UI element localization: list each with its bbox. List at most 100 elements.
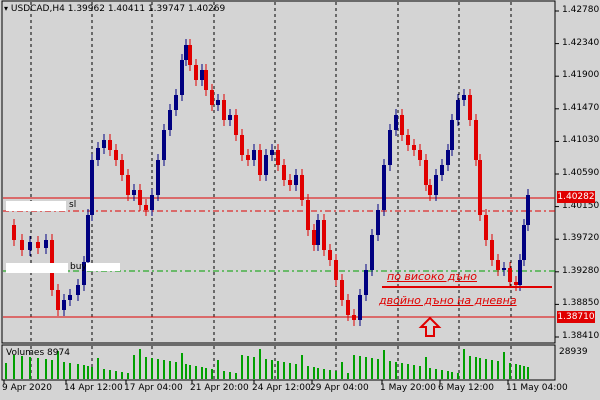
candles xyxy=(12,39,530,326)
price-tick-label: 1.42340 xyxy=(562,37,600,48)
candle-body xyxy=(200,70,204,80)
candle-body xyxy=(252,150,256,160)
candle-body xyxy=(114,150,118,160)
candle-body xyxy=(82,262,86,285)
up-arrow-icon xyxy=(418,316,442,337)
candle-body xyxy=(508,268,512,282)
candle-body xyxy=(456,100,460,120)
candle-body xyxy=(522,225,526,260)
candle-body xyxy=(502,268,506,270)
candle-body xyxy=(294,175,298,185)
candle-body xyxy=(204,70,208,90)
candle-body xyxy=(56,290,60,310)
candle-body xyxy=(282,165,286,180)
volume-label: Volumes 8974 xyxy=(6,348,70,358)
candle-body xyxy=(526,195,530,225)
buy-label[interactable]: buy xyxy=(70,262,87,272)
close-value: 1.40269 xyxy=(188,4,226,14)
candle-body xyxy=(394,115,398,130)
candle-body xyxy=(168,110,172,130)
candle-body xyxy=(424,160,428,185)
open-value: 1.39962 xyxy=(67,4,105,14)
candle-body xyxy=(76,285,80,295)
price-tick-label: 1.40150 xyxy=(562,200,600,211)
level-price-box: 1.38710 xyxy=(557,311,595,323)
candle-body xyxy=(108,140,112,150)
price-tick-label: 1.38850 xyxy=(562,298,600,309)
price-panel-border xyxy=(1,0,556,344)
candle-body xyxy=(184,45,188,60)
time-tick-label: 17 Apr 04:00 xyxy=(124,383,183,393)
candle-body xyxy=(132,190,136,195)
time-tick-label: 9 Apr 2020 xyxy=(2,383,52,393)
candle-body xyxy=(370,235,374,270)
candle-body xyxy=(36,242,40,248)
candle-body xyxy=(434,175,438,195)
candle-body xyxy=(28,242,32,250)
price-tick-label: 1.41030 xyxy=(562,135,600,146)
time-axis-ticks xyxy=(3,380,509,384)
redacted-box xyxy=(6,263,68,273)
candle-body xyxy=(96,148,100,160)
time-tick-label: 14 Apr 12:00 xyxy=(64,383,123,393)
volume-panel-border xyxy=(1,344,556,381)
candle-body xyxy=(240,135,244,155)
candle-body xyxy=(90,160,94,215)
candle-body xyxy=(388,130,392,165)
candle-body xyxy=(44,240,48,248)
candle-body xyxy=(174,95,178,110)
candle-body xyxy=(156,160,160,195)
candle-body xyxy=(194,65,198,80)
candle-body xyxy=(188,45,192,65)
price-tick-label: 1.38410 xyxy=(562,331,600,341)
candle-body xyxy=(496,260,500,270)
price-tick-label: 1.40590 xyxy=(562,168,600,178)
candle-body xyxy=(352,315,356,320)
redacted-box xyxy=(6,201,66,211)
candle-body xyxy=(474,120,478,160)
candle-body xyxy=(316,220,320,245)
candle-body xyxy=(144,205,148,210)
time-tick-label: 21 Apr 20:00 xyxy=(190,383,249,393)
candle-body xyxy=(68,295,72,300)
time-tick-label: 29 Apr 04:00 xyxy=(310,383,369,393)
candle-body xyxy=(450,120,454,150)
candle-body xyxy=(246,155,250,160)
candle-body xyxy=(358,295,362,320)
candle-body xyxy=(428,185,432,195)
volume-max-label: 28939 xyxy=(559,347,588,357)
candle-body xyxy=(382,165,386,210)
candle-body xyxy=(412,145,416,150)
candle-body xyxy=(62,300,66,310)
redacted-box xyxy=(86,263,120,271)
symbol-label: USDCAD,H4 xyxy=(10,4,65,14)
vertical-grid xyxy=(30,2,512,379)
candle-body xyxy=(340,280,344,300)
price-tick-label: 1.42780 xyxy=(562,5,600,15)
candle-body xyxy=(462,95,466,100)
candle-body xyxy=(468,95,472,120)
price-tick-label: 1.39720 xyxy=(562,233,600,244)
candle-body xyxy=(234,115,238,135)
annotation-double-bottom: двойно дъно на дневна xyxy=(379,294,517,307)
candle-body xyxy=(276,150,280,165)
candle-body xyxy=(222,100,226,120)
candle-body xyxy=(518,260,522,285)
candle-body xyxy=(288,180,292,185)
price-axis-ticks xyxy=(555,10,559,338)
candle-body xyxy=(484,215,488,240)
candle-body xyxy=(264,155,268,175)
candle-body xyxy=(138,190,142,205)
candle-body xyxy=(210,90,214,105)
symbol-info: ▾ USDCAD,H4 1.39962 1.40411 1.39747 1.40… xyxy=(4,4,226,14)
candle-body xyxy=(322,220,326,250)
candle-body xyxy=(120,160,124,175)
candle-body xyxy=(300,175,304,200)
horizontal-levels xyxy=(3,197,555,318)
candle-body xyxy=(334,260,338,280)
candle-body xyxy=(150,195,154,210)
candle-body xyxy=(12,225,16,240)
sl-label[interactable]: sl xyxy=(69,200,77,210)
candle-body xyxy=(406,135,410,145)
